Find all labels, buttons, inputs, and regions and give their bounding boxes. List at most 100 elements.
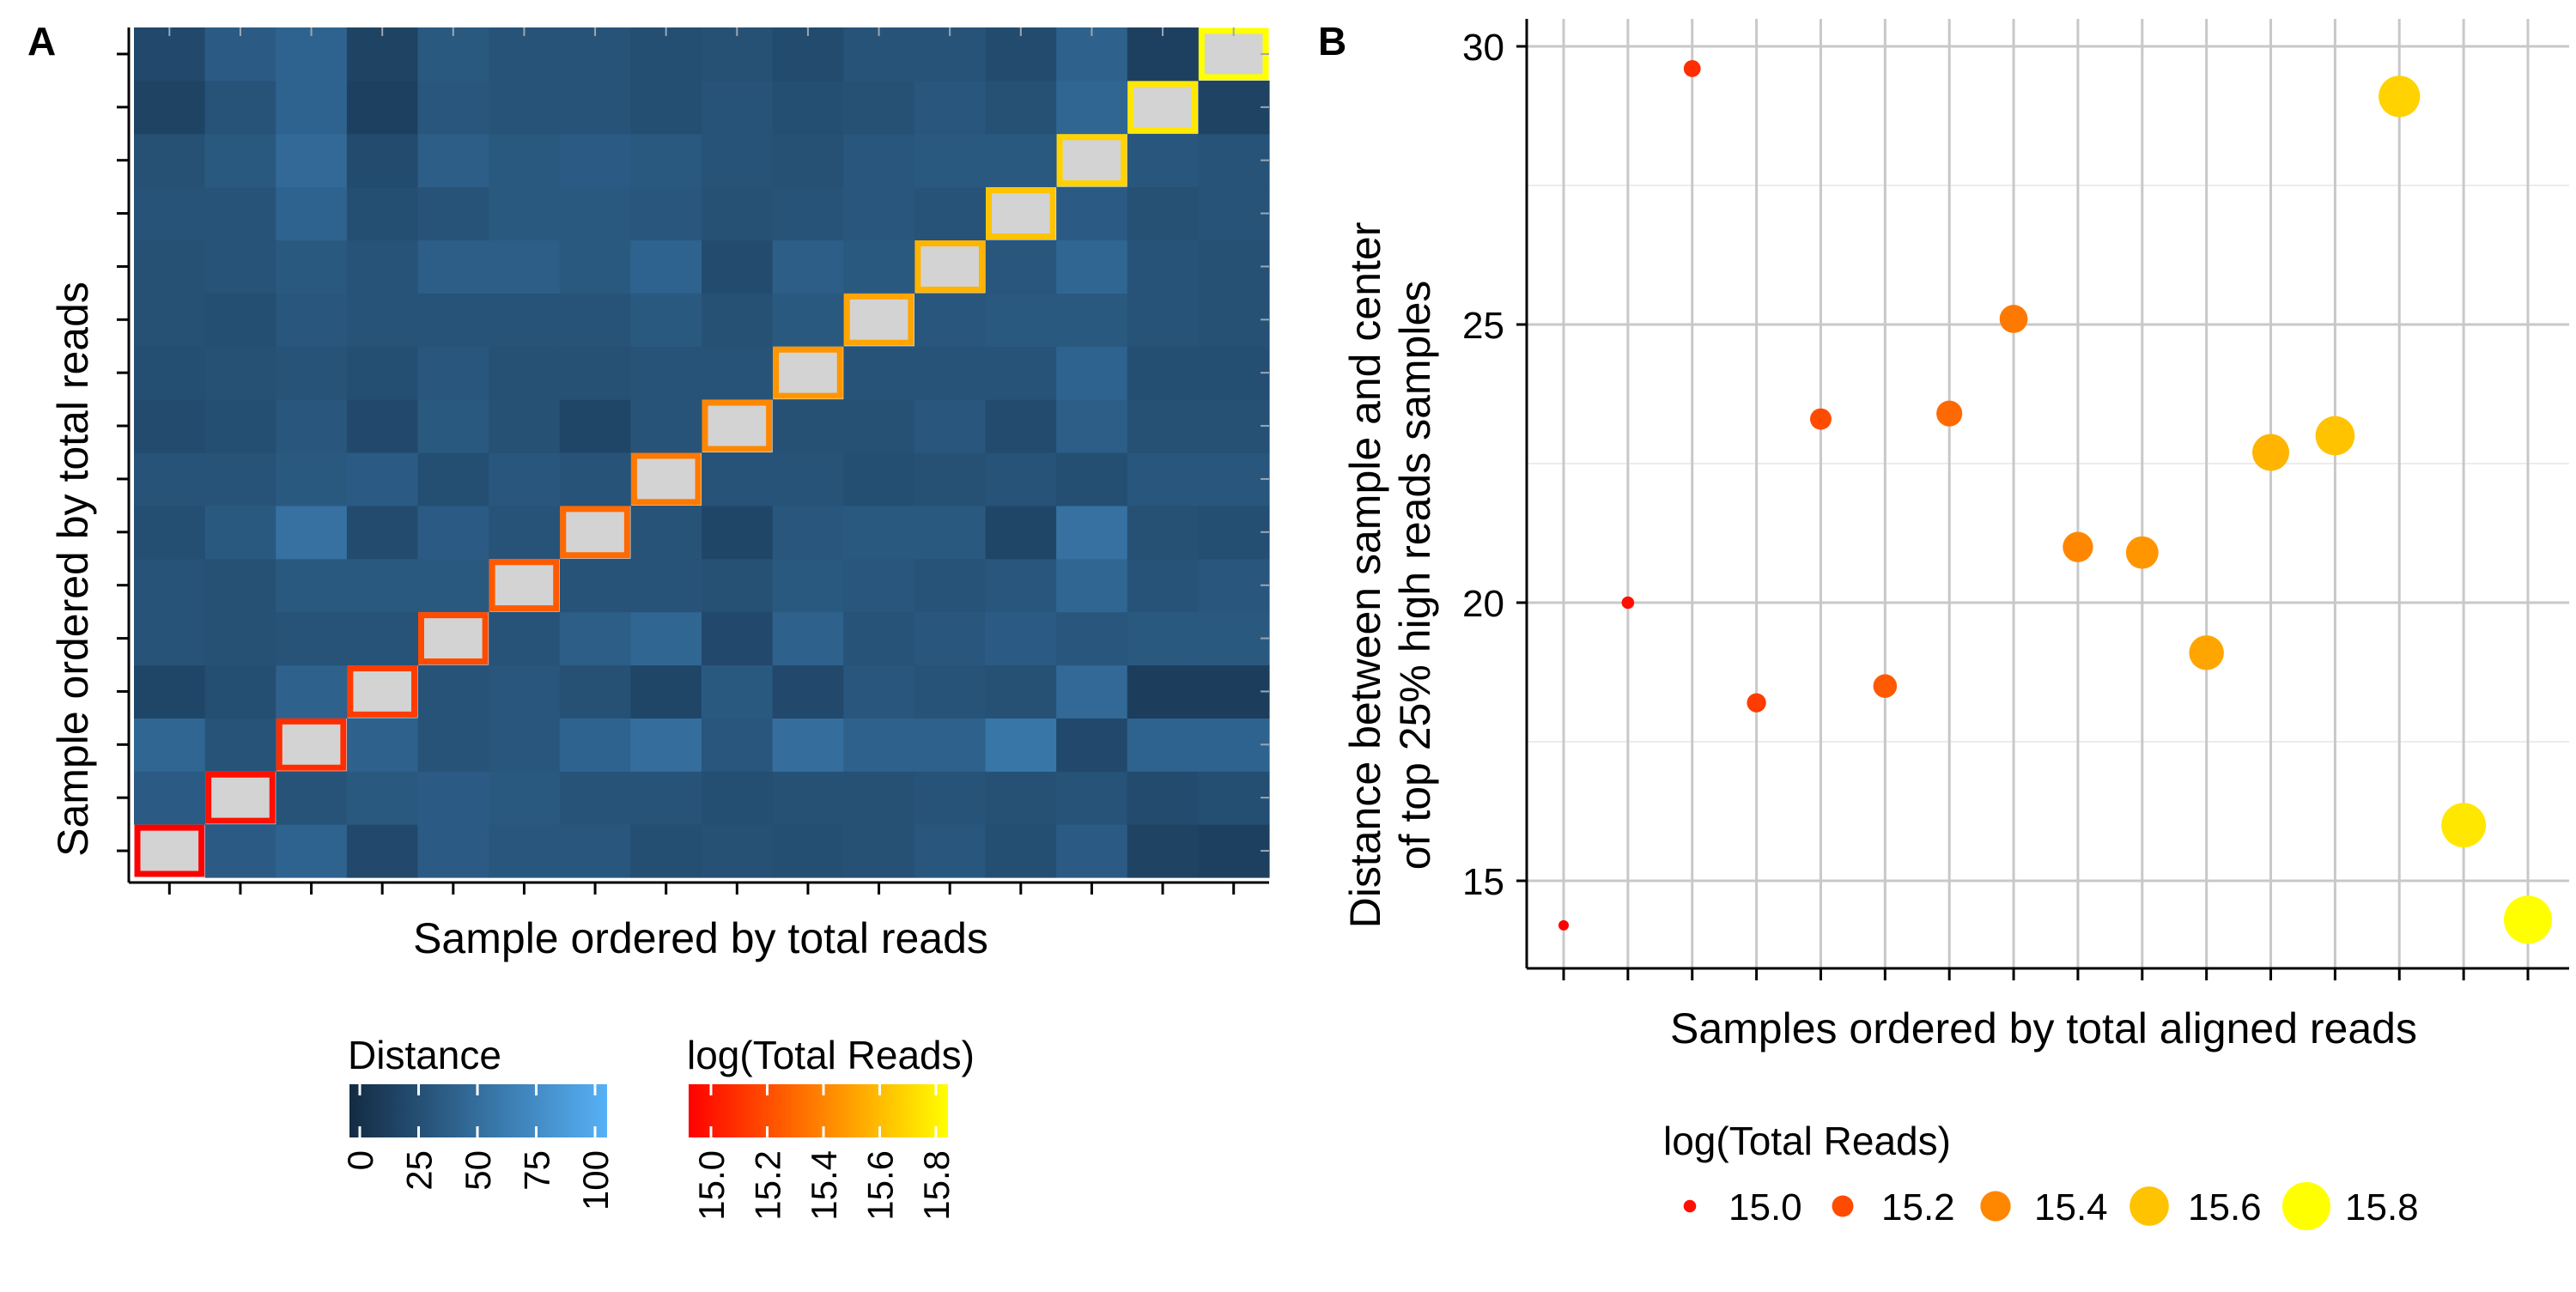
- heatmap-cell: [134, 771, 206, 825]
- heatmap-cell: [630, 611, 702, 666]
- scatter-points: [1558, 60, 2552, 944]
- heatmap-cell: [702, 452, 774, 506]
- scatter-point: [1999, 305, 2028, 333]
- heatmap-cell: [1056, 558, 1128, 613]
- heatmap-cell: [1198, 240, 1270, 294]
- heatmap-cell: [985, 664, 1057, 719]
- scatter-legend-key: [1980, 1191, 2011, 1222]
- heatmap-cell: [204, 664, 276, 719]
- heatmap-diagonal-cell: [843, 293, 914, 346]
- heatmap-cell: [985, 611, 1057, 666]
- scatter-point: [2504, 895, 2552, 944]
- scatter-point: [2189, 635, 2224, 670]
- heatmap-cell: [1127, 346, 1199, 400]
- heatmap-cell: [843, 824, 915, 878]
- scatter-y-axis-label-line1: Distance between sample and center: [1341, 222, 1389, 929]
- heatmap-cell: [489, 346, 561, 400]
- heatmap-cell: [417, 133, 489, 188]
- heatmap-cell: [204, 452, 276, 506]
- heatmap-cell: [346, 558, 419, 613]
- heatmap-cell: [134, 664, 206, 719]
- heatmap-cell: [204, 824, 276, 878]
- heatmap-cell: [630, 558, 702, 613]
- heatmap-cell: [985, 399, 1057, 453]
- heatmap-cells: [134, 27, 1270, 878]
- heatmap-cell: [489, 452, 561, 506]
- heatmap-cell: [276, 824, 348, 878]
- heatmap-cell: [134, 611, 206, 666]
- heatmap-cell: [489, 771, 561, 825]
- heatmap-diagonal-cell: [276, 718, 347, 771]
- heatmap-cell: [204, 27, 276, 82]
- heatmap-cell: [134, 399, 206, 453]
- heatmap-cell: [914, 824, 987, 878]
- reads-colorbar-tick-label: 15.2: [748, 1150, 788, 1221]
- heatmap-cell: [1056, 771, 1128, 825]
- heatmap-cell: [1127, 240, 1199, 294]
- heatmap-cell: [630, 293, 702, 347]
- heatmap-cell: [985, 133, 1057, 188]
- reads-legend-title: log(Total Reads): [687, 1033, 975, 1077]
- heatmap-cell: [204, 186, 276, 241]
- heatmap-cell: [134, 186, 206, 241]
- heatmap-cell: [772, 718, 844, 772]
- heatmap-cell: [1056, 399, 1128, 453]
- heatmap-cell: [1056, 505, 1128, 560]
- heatmap-cell: [914, 399, 987, 453]
- heatmap-cell: [559, 80, 631, 135]
- heatmap-cell: [702, 824, 774, 878]
- heatmap-cell: [1198, 186, 1270, 241]
- heatmap-cell: [346, 824, 419, 878]
- heatmap-cell: [1056, 824, 1128, 878]
- heatmap-cell: [559, 399, 631, 453]
- heatmap-cell: [134, 27, 206, 82]
- heatmap-cell: [489, 664, 561, 719]
- heatmap-diagonal-cell: [418, 612, 489, 664]
- heatmap-cell: [489, 27, 561, 82]
- heatmap-cell: [417, 186, 489, 241]
- heatmap-cell: [276, 346, 348, 400]
- heatmap-diagonal-cell: [347, 665, 417, 718]
- scatter-point: [2125, 536, 2159, 569]
- heatmap-axes: [117, 27, 1269, 895]
- heatmap-cell: [702, 558, 774, 613]
- heatmap-cell: [134, 718, 206, 772]
- heatmap-cell: [985, 293, 1057, 347]
- heatmap-cell: [702, 186, 774, 241]
- heatmap-cell: [346, 80, 419, 135]
- heatmap-cell: [346, 27, 419, 82]
- heatmap-diagonal-cell: [560, 506, 630, 559]
- heatmap-cell: [559, 824, 631, 878]
- heatmap-cell: [346, 452, 419, 506]
- heatmap-cell: [1127, 611, 1199, 666]
- heatmap-cell: [630, 27, 702, 82]
- heatmap-cell: [702, 718, 774, 772]
- scatter-legend-title: log(Total Reads): [1663, 1119, 1951, 1163]
- heatmap-cell: [1127, 452, 1199, 506]
- heatmap-cell: [346, 771, 419, 825]
- heatmap-cell: [914, 293, 987, 347]
- heatmap-cell: [1127, 293, 1199, 347]
- heatmap-cell: [843, 452, 915, 506]
- heatmap-cell: [772, 240, 844, 294]
- heatmap-diagonal-cell: [773, 346, 843, 399]
- heatmap-cell: [702, 346, 774, 400]
- distance-colorbar-tick-label: 25: [399, 1150, 440, 1191]
- heatmap-cell: [843, 611, 915, 666]
- heatmap-cell: [204, 505, 276, 560]
- heatmap-cell: [1198, 611, 1270, 666]
- heatmap-cell: [772, 505, 844, 560]
- heatmap-cell: [985, 505, 1057, 560]
- heatmap-cell: [843, 399, 915, 453]
- heatmap-cell: [914, 505, 987, 560]
- heatmap-cell: [134, 452, 206, 506]
- heatmap-cell: [702, 664, 774, 719]
- heatmap-cell: [772, 186, 844, 241]
- heatmap-diagonal-cell: [702, 399, 773, 452]
- heatmap-cell: [1056, 27, 1128, 82]
- heatmap-cell: [914, 611, 987, 666]
- heatmap-cell: [417, 346, 489, 400]
- heatmap-cell: [417, 399, 489, 453]
- heatmap-cell: [1198, 505, 1270, 560]
